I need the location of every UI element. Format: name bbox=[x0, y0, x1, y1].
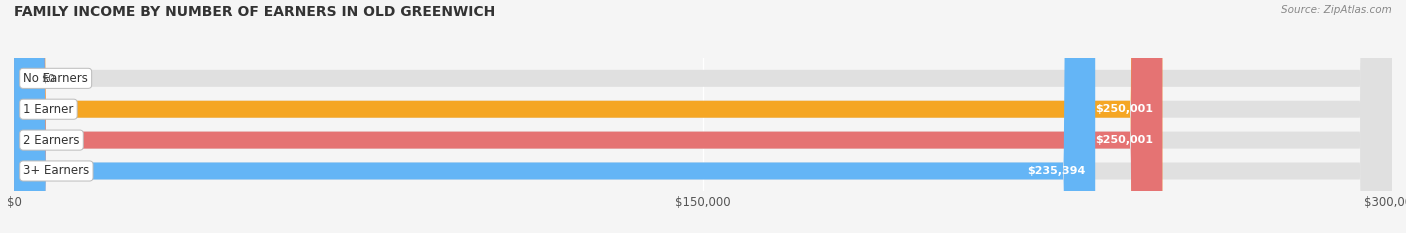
FancyBboxPatch shape bbox=[14, 0, 1392, 233]
FancyBboxPatch shape bbox=[14, 0, 1163, 233]
Text: No Earners: No Earners bbox=[24, 72, 89, 85]
Text: $250,001: $250,001 bbox=[1095, 135, 1153, 145]
FancyBboxPatch shape bbox=[14, 0, 1392, 233]
FancyBboxPatch shape bbox=[14, 0, 1095, 233]
Text: Source: ZipAtlas.com: Source: ZipAtlas.com bbox=[1281, 5, 1392, 15]
FancyBboxPatch shape bbox=[14, 0, 1163, 233]
Text: $0: $0 bbox=[42, 73, 56, 83]
FancyBboxPatch shape bbox=[14, 0, 1392, 233]
Text: 1 Earner: 1 Earner bbox=[24, 103, 73, 116]
Text: $250,001: $250,001 bbox=[1095, 104, 1153, 114]
Text: 2 Earners: 2 Earners bbox=[24, 134, 80, 147]
Text: FAMILY INCOME BY NUMBER OF EARNERS IN OLD GREENWICH: FAMILY INCOME BY NUMBER OF EARNERS IN OL… bbox=[14, 5, 495, 19]
FancyBboxPatch shape bbox=[14, 0, 1392, 233]
Text: 3+ Earners: 3+ Earners bbox=[24, 164, 90, 178]
Text: $235,394: $235,394 bbox=[1028, 166, 1085, 176]
